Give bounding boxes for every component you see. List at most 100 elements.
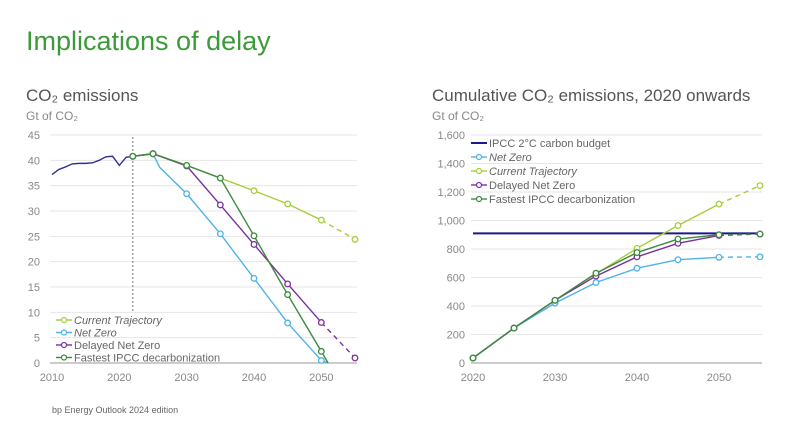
series-projection-delayed_net_zero (320, 321, 356, 359)
data-point-fastest_ipcc (317, 347, 325, 355)
y-tick-label: 800 (447, 244, 465, 256)
legend-marker-delayed_net_zero (60, 341, 68, 349)
data-point-fastest_ipcc (756, 230, 764, 238)
series-line-delayed_net_zero (472, 234, 720, 359)
legend-marker-current_trajectory (475, 167, 483, 175)
x-tick-label: 2050 (707, 372, 731, 384)
data-point-delayed_net_zero (284, 280, 292, 288)
series-projection-current_trajectory (320, 219, 356, 240)
y-tick-label: 25 (28, 231, 40, 243)
series-line-fastest_ipcc (472, 234, 720, 359)
chart-title-emissions: CO₂ emissions (26, 86, 139, 105)
data-point-delayed_net_zero (250, 240, 258, 248)
data-point-fastest_ipcc (149, 150, 157, 158)
data-point-fastest_ipcc (216, 174, 224, 182)
legend-label-fastest_ipcc: Fastest IPCC decarbonization (74, 353, 220, 365)
series-line-net_zero (132, 152, 329, 364)
y-tick-label: 45 (28, 130, 40, 142)
legend-marker-fastest_ipcc (60, 354, 68, 361)
legend-marker-delayed_net_zero (475, 181, 483, 189)
legend-label-delayed_net_zero: Delayed Net Zero (489, 180, 575, 192)
data-point-net_zero (592, 279, 600, 286)
data-point-fastest_ipcc (284, 291, 292, 299)
y-tick-label: 0 (34, 358, 40, 370)
chart-title-cumulative: Cumulative CO₂ emissions, 2020 onwards (432, 86, 751, 105)
x-tick-label: 2040 (625, 372, 649, 384)
data-point-net_zero (317, 357, 325, 364)
y-axis-label-emissions: Gt of CO₂ (26, 109, 79, 123)
y-tick-label: 400 (447, 301, 465, 313)
data-point-current_trajectory (250, 187, 258, 195)
data-point-fastest_ipcc (250, 232, 258, 240)
data-point-net_zero (674, 256, 682, 264)
y-tick-label: 1,000 (437, 216, 465, 228)
data-point-fastest_ipcc (183, 161, 191, 169)
series-projection-current_trajectory (718, 184, 761, 205)
y-tick-label: 10 (28, 307, 40, 319)
data-point-net_zero (250, 274, 258, 282)
data-point-current_trajectory (284, 200, 292, 208)
data-point-net_zero (183, 190, 191, 198)
data-point-delayed_net_zero (351, 354, 359, 362)
legend-label-fastest_ipcc: Fastest IPCC decarbonization (489, 194, 635, 206)
legend-label-net_zero: Net Zero (489, 152, 532, 164)
series-line-current_trajectory (132, 153, 322, 221)
series-projection-fastest_ipcc (718, 233, 761, 236)
y-tick-label: 1,200 (437, 187, 465, 199)
y-tick-label: 0 (459, 358, 465, 370)
y-tick-label: 600 (447, 273, 465, 285)
data-point-current_trajectory (317, 216, 325, 224)
data-point-fastest_ipcc (674, 235, 682, 243)
series-line-fastest_ipcc (132, 153, 329, 364)
data-point-current_trajectory (715, 200, 723, 208)
y-tick-label: 200 (447, 330, 465, 342)
data-point-fastest_ipcc (129, 152, 137, 160)
data-point-net_zero (633, 264, 641, 272)
y-tick-label: 5 (34, 333, 40, 345)
data-point-fastest_ipcc (592, 269, 600, 277)
legend-label-net_zero: Net Zero (74, 328, 117, 340)
footer-source: bp Energy Outlook 2024 edition (52, 405, 179, 415)
legend-marker-fastest_ipcc (475, 195, 483, 203)
y-tick-label: 40 (28, 155, 40, 167)
x-tick-label: 2020 (107, 372, 131, 384)
y-tick-label: 1,400 (437, 159, 465, 171)
x-tick-label: 2030 (174, 372, 198, 384)
x-tick-label: 2020 (461, 372, 485, 384)
data-point-fastest_ipcc (633, 249, 641, 257)
data-point-current_trajectory (756, 182, 764, 190)
legend-label-current_trajectory: Current Trajectory (489, 166, 578, 178)
y-axis-label-cumulative: Gt of CO₂ (432, 109, 485, 123)
series-line-delayed_net_zero (132, 153, 322, 323)
data-point-current_trajectory (351, 235, 359, 243)
legend-marker-net_zero (475, 153, 483, 161)
data-point-net_zero (715, 253, 723, 261)
data-point-delayed_net_zero (317, 319, 325, 326)
legend-label-ipcc_budget: IPCC 2°C carbon budget (489, 138, 610, 150)
y-tick-label: 1,600 (437, 130, 465, 142)
legend-label-delayed_net_zero: Delayed Net Zero (74, 340, 160, 352)
data-point-delayed_net_zero (216, 201, 224, 209)
page-title: Implications of delay (26, 26, 271, 56)
data-point-net_zero (756, 253, 764, 261)
y-tick-label: 20 (28, 257, 40, 269)
data-point-fastest_ipcc (469, 354, 477, 362)
legend-marker-current_trajectory (60, 316, 68, 324)
legend-label-current_trajectory: Current Trajectory (74, 315, 163, 327)
data-point-current_trajectory (674, 222, 682, 229)
data-point-fastest_ipcc (510, 324, 518, 332)
x-tick-label: 2040 (242, 372, 266, 384)
data-point-net_zero (284, 319, 292, 327)
x-tick-label: 2050 (309, 372, 333, 384)
y-tick-label: 15 (28, 282, 40, 294)
series-line-historical (51, 155, 133, 176)
y-tick-label: 30 (28, 206, 40, 218)
data-point-fastest_ipcc (715, 231, 723, 239)
data-point-net_zero (216, 230, 224, 238)
y-tick-label: 35 (28, 181, 40, 193)
data-point-fastest_ipcc (551, 296, 559, 304)
x-tick-label: 2010 (40, 372, 64, 384)
legend-marker-net_zero (60, 329, 68, 336)
x-tick-label: 2030 (543, 372, 567, 384)
